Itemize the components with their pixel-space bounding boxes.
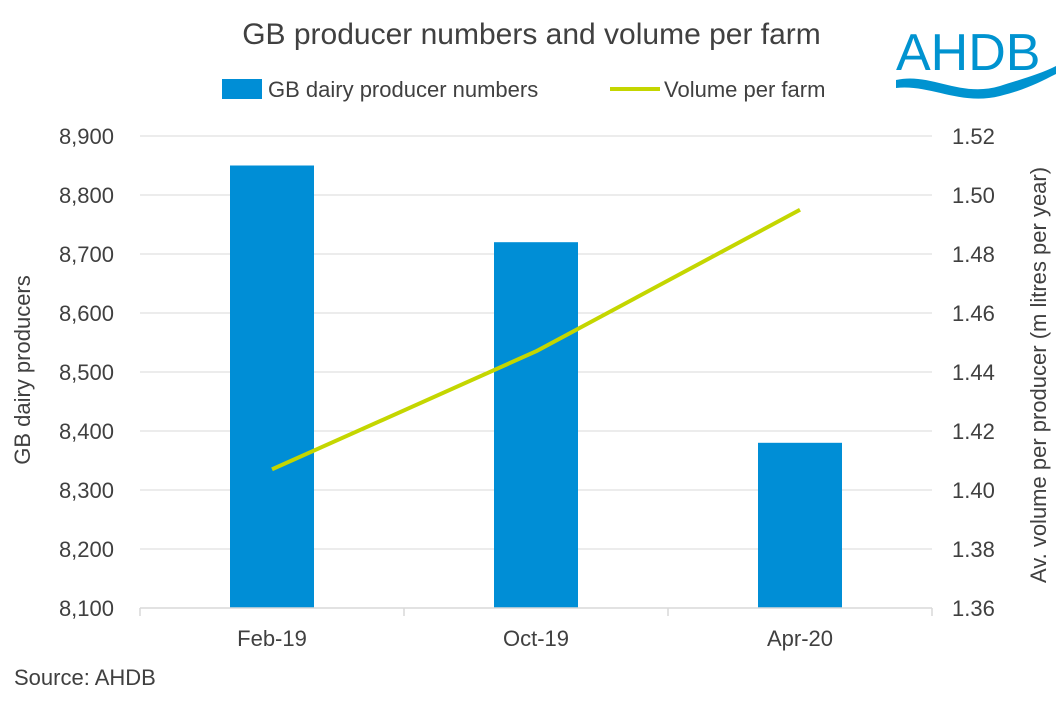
y-tick-label-left: 8,600 — [59, 301, 114, 326]
bar — [230, 165, 314, 608]
logo-text: AHDB — [896, 24, 1040, 82]
y-tick-label-right: 1.50 — [952, 183, 995, 208]
legend-swatch-bar — [222, 79, 262, 99]
y-tick-label-left: 8,500 — [59, 360, 114, 385]
bar — [494, 242, 578, 608]
y-tick-label-right: 1.36 — [952, 596, 995, 621]
y-tick-label-right: 1.46 — [952, 301, 995, 326]
bar-series — [230, 165, 842, 608]
y-tick-label-left: 8,200 — [59, 537, 114, 562]
y-tick-label-right: 1.52 — [952, 124, 995, 149]
volume-line — [271, 207, 801, 472]
y-axis-title-left: GB dairy producers — [10, 275, 35, 465]
bar — [758, 442, 842, 608]
x-tick-label: Oct-19 — [503, 626, 569, 651]
x-tick-label: Feb-19 — [237, 626, 307, 651]
legend-label-line: Volume per farm — [664, 77, 825, 102]
chart-title: GB producer numbers and volume per farm — [242, 18, 821, 51]
ahdb-logo: AHDB — [896, 24, 1056, 99]
legend: GB dairy producer numbers Volume per farm — [222, 77, 825, 102]
line-series — [271, 207, 801, 472]
source-note: Source: AHDB — [14, 665, 156, 690]
y-tick-label-left: 8,900 — [59, 124, 114, 149]
y-tick-label-left: 8,300 — [59, 478, 114, 503]
y-tick-label-left: 8,800 — [59, 183, 114, 208]
axes: 8,100 1.36 8,200 1.38 8,300 1.40 8,400 1.42 8,50… — [10, 124, 1051, 651]
x-tick-label: Apr-20 — [767, 626, 833, 651]
legend-label-bar: GB dairy producer numbers — [268, 77, 538, 102]
y-tick-label-left: 8,100 — [59, 596, 114, 621]
y-tick-label-right: 1.40 — [952, 478, 995, 503]
y-tick-label-right: 1.48 — [952, 242, 995, 267]
y-tick-label-left: 8,400 — [59, 419, 114, 444]
y-tick-label-right: 1.42 — [952, 419, 995, 444]
y-axis-title-right: Av. volume per producer (m litres per ye… — [1026, 167, 1051, 583]
logo-wave — [896, 66, 1056, 99]
y-tick-label-left: 8,700 — [59, 242, 114, 267]
y-tick-label-right: 1.44 — [952, 360, 995, 385]
y-tick-label-right: 1.38 — [952, 537, 995, 562]
